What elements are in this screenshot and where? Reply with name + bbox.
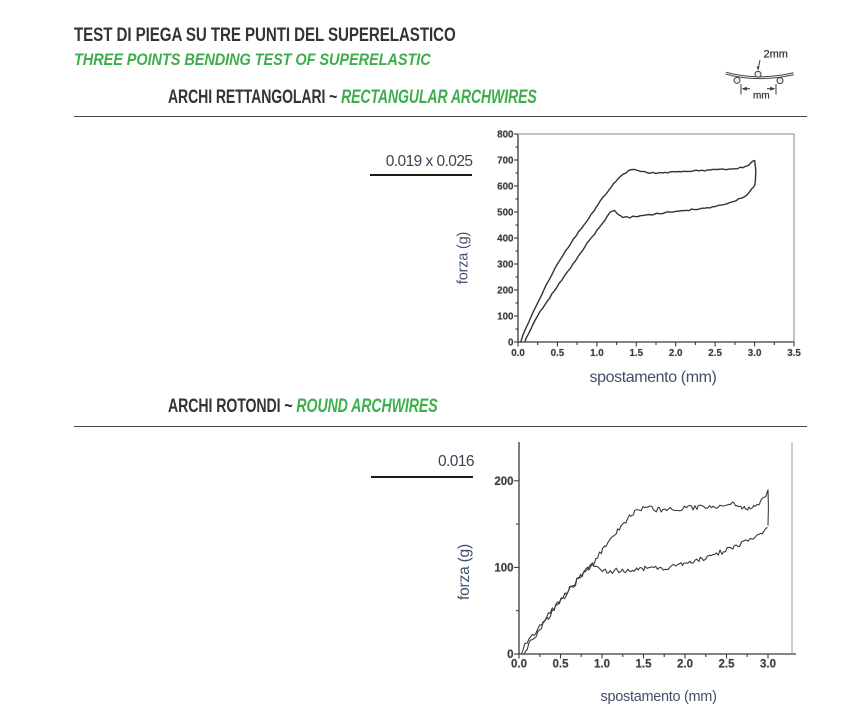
svg-text:0.0: 0.0: [511, 348, 525, 359]
svg-text:2.5: 2.5: [708, 348, 722, 359]
svg-text:1.5: 1.5: [636, 659, 653, 671]
svg-text:1.0: 1.0: [590, 348, 604, 359]
svg-text:100: 100: [494, 562, 513, 574]
svg-text:mm: mm: [753, 91, 770, 102]
svg-text:600: 600: [497, 182, 514, 193]
svg-text:800: 800: [497, 130, 514, 141]
svg-text:0: 0: [508, 338, 514, 349]
svg-text:1.0: 1.0: [594, 659, 610, 671]
svg-text:0.5: 0.5: [553, 659, 570, 671]
svg-text:500: 500: [497, 208, 514, 219]
svg-text:2.0: 2.0: [669, 348, 683, 359]
svg-text:700: 700: [497, 156, 514, 167]
svg-text:400: 400: [497, 234, 514, 245]
svg-text:100: 100: [497, 312, 514, 323]
svg-text:forza (g): forza (g): [456, 544, 473, 600]
svg-text:1.5: 1.5: [629, 348, 643, 359]
svg-text:2mm: 2mm: [764, 49, 788, 61]
svg-text:300: 300: [497, 260, 514, 271]
svg-text:2.0: 2.0: [677, 659, 693, 671]
svg-text:3.0: 3.0: [748, 348, 762, 359]
svg-text:0: 0: [507, 649, 513, 661]
svg-text:spostamento (mm): spostamento (mm): [601, 689, 717, 705]
svg-text:200: 200: [494, 476, 513, 488]
svg-text:spostamento (mm): spostamento (mm): [590, 369, 717, 386]
svg-text:3.0: 3.0: [760, 659, 776, 671]
svg-text:200: 200: [497, 286, 514, 297]
svg-text:0.0: 0.0: [511, 659, 527, 671]
svg-text:3.5: 3.5: [787, 348, 801, 359]
svg-text:0.5: 0.5: [551, 348, 565, 359]
svg-text:2.5: 2.5: [719, 659, 736, 671]
svg-text:forza (g): forza (g): [456, 232, 472, 284]
